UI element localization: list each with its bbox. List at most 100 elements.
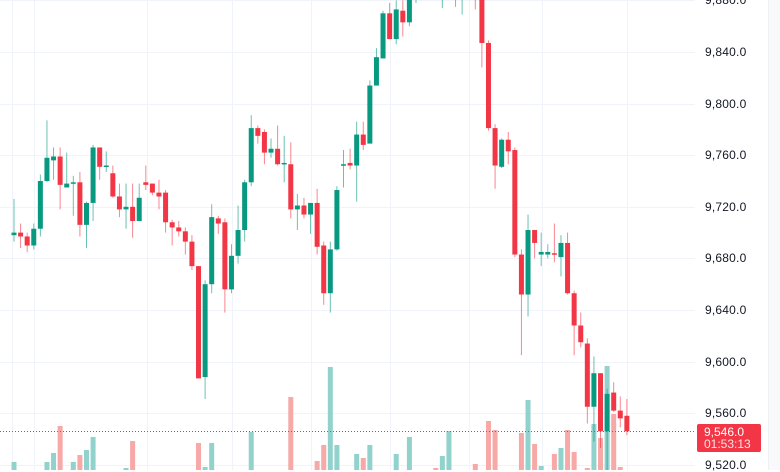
- last-price-badge: 9,546.0 01:53:13: [697, 424, 761, 452]
- candle-up: [354, 134, 360, 166]
- volume-bar-down: [565, 430, 571, 470]
- candle-down: [485, 42, 491, 129]
- volume-bar-up: [70, 462, 76, 470]
- volume-bar-down: [598, 438, 604, 470]
- volume-bar-down: [77, 455, 83, 470]
- candle-down: [143, 182, 149, 185]
- bar-countdown-timer: 01:53:13: [704, 437, 751, 451]
- candle-up: [341, 164, 346, 166]
- volume-bar-up: [538, 466, 544, 470]
- candle-down: [571, 293, 577, 326]
- candle-up: [558, 242, 564, 258]
- volume-bar-down: [492, 430, 498, 470]
- candle-down: [169, 222, 175, 228]
- last-price-value: 9,546.0: [704, 425, 745, 439]
- candle-up: [90, 147, 96, 203]
- volume-bar-up: [248, 432, 254, 470]
- price-tick-label: 9,720.0: [705, 199, 747, 214]
- candle-up: [499, 139, 505, 167]
- candle-up: [367, 85, 373, 144]
- candle-up: [248, 128, 254, 183]
- volume-bar-up: [558, 448, 564, 470]
- candle-down: [400, 10, 406, 23]
- candle-down: [261, 131, 267, 153]
- candle-down: [149, 183, 155, 193]
- candle-up: [308, 202, 314, 215]
- candle-down: [275, 148, 281, 165]
- volume-bar-up: [51, 453, 57, 470]
- volume-bar-up: [90, 437, 96, 470]
- candle-down: [130, 206, 136, 221]
- candle-down: [182, 231, 188, 242]
- chart-canvas[interactable]: [0, 0, 695, 470]
- candle-down: [512, 150, 518, 255]
- price-tick-label: 9,520.0: [705, 457, 747, 472]
- candle-up: [538, 251, 544, 255]
- volume-bar-up: [209, 443, 215, 470]
- candle-down: [314, 202, 320, 247]
- candle-up: [373, 57, 379, 86]
- volume-bar-up: [525, 400, 531, 470]
- candle-up: [44, 157, 50, 181]
- volume-bar-down: [196, 443, 202, 470]
- candle-down: [492, 128, 498, 166]
- volume-bar-down: [321, 445, 327, 470]
- candle-up: [545, 251, 551, 255]
- candle-down: [288, 164, 294, 210]
- candle-up: [242, 182, 248, 231]
- volume-bar-up: [123, 468, 129, 470]
- volume-bar-up: [44, 462, 50, 470]
- volume-bar-down: [571, 452, 577, 470]
- candle-down: [189, 241, 195, 267]
- candle-down: [598, 373, 604, 432]
- volume-bar-down: [360, 458, 366, 470]
- candle-down: [57, 156, 63, 185]
- volume-bar-up: [202, 467, 208, 470]
- candle-up: [103, 165, 109, 168]
- volume-bar-up: [439, 456, 445, 470]
- candle-down: [116, 196, 122, 210]
- candle-up: [31, 228, 37, 246]
- candle-up: [83, 202, 89, 225]
- price-tick-label: 9,680.0: [705, 251, 747, 266]
- volume-bar-up: [446, 431, 452, 470]
- candle-up: [393, 9, 399, 40]
- chart-plot-area[interactable]: [0, 0, 695, 470]
- price-tick-label: 9,800.0: [705, 96, 747, 111]
- candle-down: [479, 0, 485, 43]
- candle-down: [565, 242, 571, 294]
- candle-up: [327, 249, 333, 294]
- candle-down: [611, 392, 617, 411]
- volume-bar-up: [367, 445, 373, 470]
- volume-bar-down: [518, 433, 524, 470]
- price-tick-label: 9,880.0: [705, 0, 747, 8]
- candle-down: [163, 192, 169, 223]
- price-tick-label: 9,840.0: [705, 45, 747, 59]
- candle-up: [380, 13, 386, 59]
- candle-down: [196, 266, 202, 379]
- candle-up: [11, 232, 17, 236]
- volume-bar-up: [83, 450, 89, 470]
- candle-up: [123, 206, 129, 210]
- candle-down: [110, 173, 116, 197]
- candle-down: [18, 232, 24, 237]
- price-tick-label: 9,600.0: [705, 354, 747, 369]
- candle-up: [334, 190, 340, 250]
- volume-bar-down: [551, 454, 557, 470]
- candle-down: [301, 205, 307, 215]
- candle-down: [156, 192, 162, 197]
- price-tick-label: 9,760.0: [705, 148, 747, 163]
- price-tick-label: 9,560.0: [705, 406, 747, 421]
- volume-bar-down: [130, 441, 136, 470]
- candle-down: [584, 343, 590, 407]
- candle-down: [578, 325, 584, 343]
- candle-up: [37, 181, 43, 229]
- volume-bar-down: [485, 421, 491, 470]
- volume-bar-up: [11, 462, 17, 470]
- candle-down: [518, 254, 524, 295]
- candle-up: [591, 373, 597, 407]
- candle-down: [97, 147, 103, 167]
- candle-down: [551, 253, 557, 255]
- price-axis[interactable]: 9,880.0 9,840.0 9,800.0 9,760.0 9,720.0 9,680…: [695, 0, 768, 472]
